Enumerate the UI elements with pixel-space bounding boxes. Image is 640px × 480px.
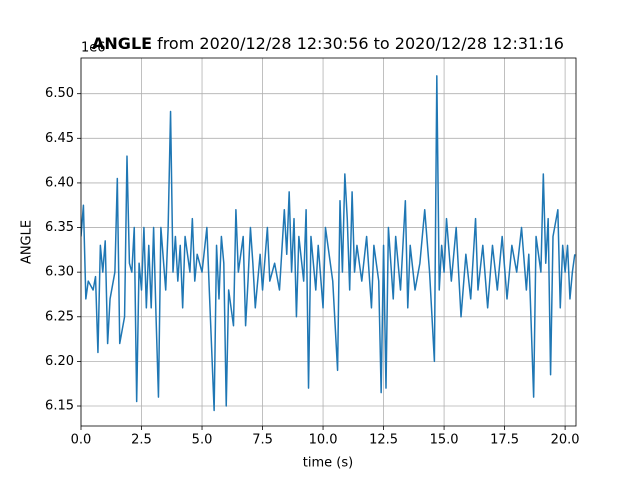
x-tick-label: 15.0 xyxy=(430,433,459,448)
y-tick-label: 6.30 xyxy=(45,265,74,280)
y-tick-label: 6.15 xyxy=(45,399,74,414)
plot-frame xyxy=(80,57,577,427)
y-tick-label: 6.40 xyxy=(45,175,74,190)
y-tick-label: 6.20 xyxy=(45,354,74,369)
y-tick-label: 6.50 xyxy=(45,86,74,101)
y-axis-label: ANGLE xyxy=(20,220,35,264)
y-tick-label: 6.25 xyxy=(45,309,74,324)
x-tick-label: 2.5 xyxy=(131,433,152,448)
x-tick-label: 12.5 xyxy=(369,433,398,448)
x-tick-label: 7.5 xyxy=(252,433,273,448)
x-tick-label: 17.5 xyxy=(490,433,519,448)
x-tick-label: 10.0 xyxy=(309,433,338,448)
x-tick-label: 0.0 xyxy=(71,433,92,448)
y-tick-label: 6.35 xyxy=(45,220,74,235)
title-bold: ANGLE xyxy=(92,34,152,53)
title-rest: from 2020/12/28 12:30:56 to 2020/12/28 1… xyxy=(157,34,564,53)
x-tick-label: 20.0 xyxy=(551,433,580,448)
x-tick-label: 5.0 xyxy=(192,433,213,448)
chart-title: ANGLE from 2020/12/28 12:30:56 to 2020/12… xyxy=(92,34,564,53)
y-offset-label: 1e6 xyxy=(81,41,106,56)
x-axis-label: time (s) xyxy=(303,456,353,471)
data-line xyxy=(81,75,576,412)
y-tick-label: 6.45 xyxy=(45,131,74,146)
